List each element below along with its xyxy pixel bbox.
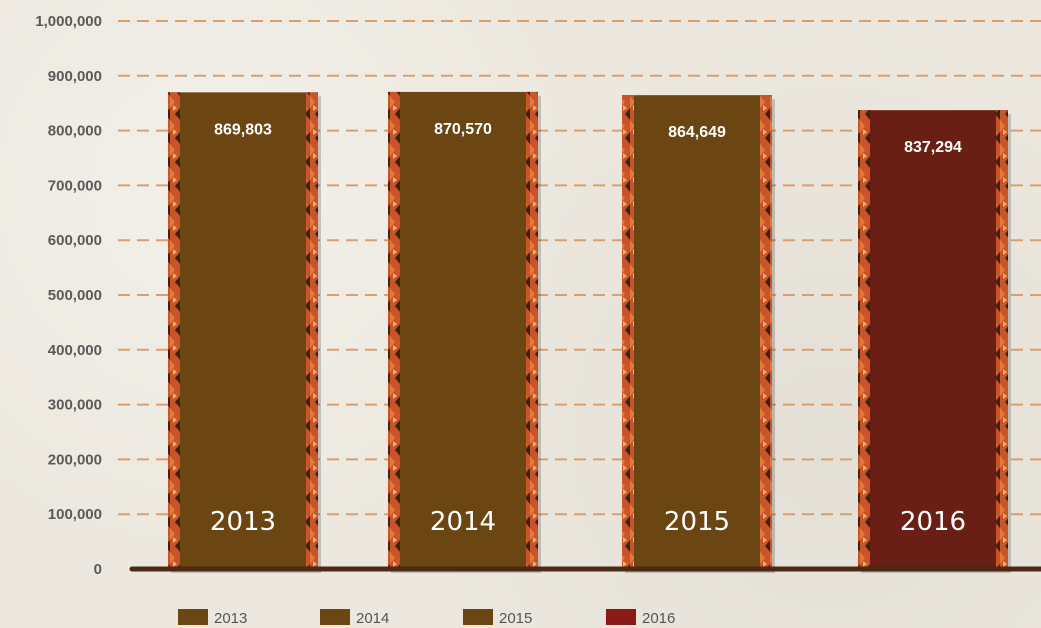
bar-category-label: 2016 [900,507,966,537]
bar-group: 837,294 2016 [858,110,1011,573]
bars: 869,803 2013 870,570 2014 864,649 2015 837,294… [168,91,1011,573]
y-axis: 0 100,000 200,000 300,000 400,000 500,000 600,… [35,13,102,578]
bar-right-border [760,95,772,569]
y-tick-label: 400,000 [48,342,102,359]
bar-left-border [168,92,180,569]
bar [168,92,318,569]
bar-group: 870,570 2014 [388,91,541,573]
legend-label: 2015 [499,610,532,627]
y-tick-label: 1,000,000 [35,13,102,30]
bar-value-label: 869,803 [214,121,272,138]
legend-swatch [320,609,350,625]
bar [858,110,1008,569]
y-tick-label: 300,000 [48,397,102,414]
legend-swatch [178,609,208,625]
bar [388,91,538,569]
bar-left-border [388,91,400,569]
bar [622,95,772,569]
y-tick-label: 800,000 [48,123,102,140]
y-tick-label: 700,000 [48,177,102,194]
legend-label: 2016 [642,610,675,627]
bar-right-border [996,110,1008,569]
y-tick-label: 900,000 [48,68,102,85]
legend-swatch [606,609,636,625]
legend-swatch [463,609,493,625]
legend: 2013 2014 2015 2016 [178,609,675,627]
bar-category-label: 2014 [430,507,496,537]
legend-item: 2013 [178,609,247,627]
bar-right-border [306,92,318,569]
bar-group: 869,803 2013 [168,92,321,573]
bar-category-label: 2015 [664,507,730,537]
bar-value-label: 870,570 [434,121,492,138]
bar-group: 864,649 2015 [622,95,775,573]
bar-right-border [526,91,538,569]
y-tick-label: 0 [94,561,102,578]
bar-left-border [622,95,634,569]
legend-item: 2014 [320,609,389,627]
y-tick-label: 200,000 [48,451,102,468]
y-tick-label: 500,000 [48,287,102,304]
y-tick-label: 600,000 [48,232,102,249]
legend-label: 2014 [356,610,389,627]
bar-category-label: 2013 [210,507,276,537]
legend-item: 2015 [463,609,532,627]
bar-value-label: 864,649 [668,124,726,141]
legend-label: 2013 [214,610,247,627]
bar-value-label: 837,294 [904,139,962,156]
legend-item: 2016 [606,609,675,627]
bar-left-border [858,110,870,569]
y-tick-label: 100,000 [48,506,102,523]
